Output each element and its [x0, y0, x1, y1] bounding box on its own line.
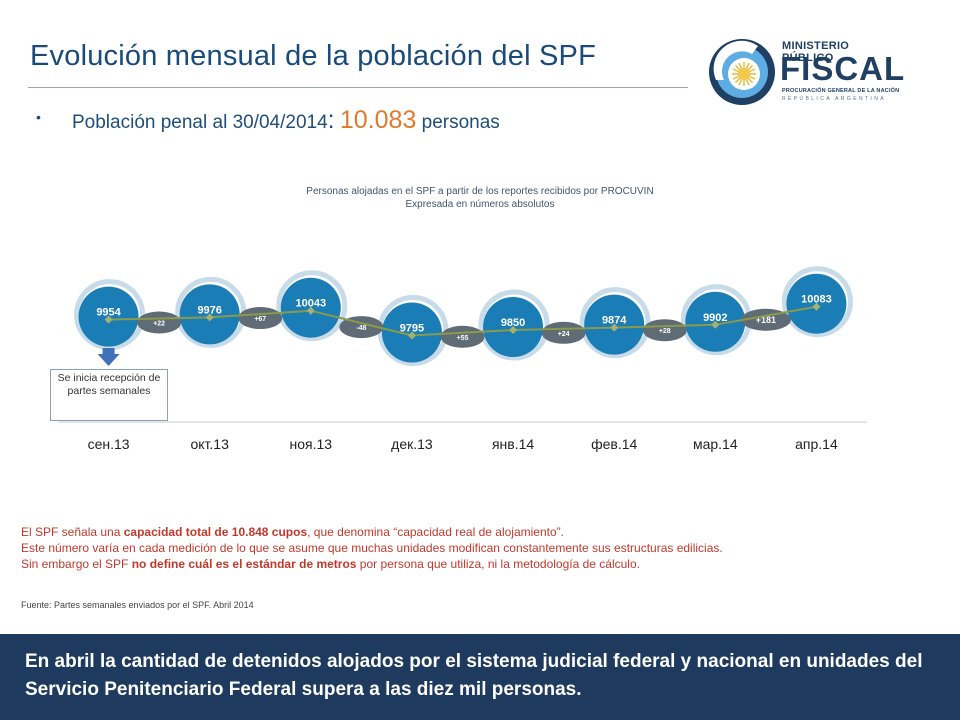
logo-ministerio: MINISTERIO PÚBLICO: [782, 40, 850, 64]
value-bubble-ring: [276, 270, 348, 342]
value-label: 10083: [801, 294, 832, 306]
change-label: +67: [254, 316, 266, 323]
value-bubble-ring: [781, 266, 853, 338]
weekly-reports-callout: Se inicia recepción de partes semanales: [50, 369, 168, 421]
x-tick-label: ноя.13: [290, 436, 333, 452]
standard-highlight: no define cuál es el estándar de metros: [131, 557, 357, 571]
series-marker: [509, 326, 518, 334]
series-marker: [306, 306, 315, 315]
bullet-colon: :: [327, 106, 335, 134]
value-label: 9976: [197, 304, 221, 316]
x-tick-label: сен.13: [88, 436, 130, 452]
change-oval: [339, 316, 384, 339]
logo-procuracion: PROCURACIÓN GENERAL DE LA NACIÓN: [782, 88, 900, 94]
x-tick-label: мар.14: [693, 436, 738, 452]
value-label: 10043: [296, 298, 327, 310]
population-chart: сен.13 окт.13 ноя.13 дек.13 янв.14 фев.14 мар.…: [58, 266, 867, 452]
bullet-prefix: Población penal al 30/04/2014: [72, 112, 328, 133]
x-tick-label: апр.14: [795, 436, 838, 452]
series-marker: [407, 331, 416, 340]
value-label: 9954: [96, 307, 121, 319]
series-line: [108, 305, 817, 337]
logo-republica: REPÚBLICA ARGENTINA: [782, 96, 886, 102]
change-oval: [642, 319, 687, 342]
x-tick-label: фев.14: [591, 436, 637, 452]
change-label: -48: [356, 325, 366, 332]
change-label: +55: [457, 335, 469, 342]
value-label: 9795: [400, 323, 424, 335]
series-marker: [610, 323, 619, 332]
conclusion-text: En abril la cantidad de detenidos alojad…: [25, 651, 923, 700]
bullet-dot: •: [36, 109, 41, 125]
x-tick-label: окт.13: [190, 436, 229, 452]
capacity-notes: El SPF señala una capacidad total de 10.…: [21, 524, 723, 572]
x-tick-label: дек.13: [391, 436, 433, 452]
callout-arrow-icon: [97, 348, 120, 366]
series-marker: [812, 302, 821, 311]
note-line-2: Este número varía en cada medición de lo…: [21, 541, 723, 555]
value-bubble-ring: [74, 279, 146, 351]
note-line-1: El SPF señala una capacidad total de 10.…: [21, 525, 564, 539]
change-label: +181: [756, 315, 776, 325]
value-label: 9850: [501, 317, 525, 329]
value-bubble-ring: [478, 289, 550, 361]
change-label: +28: [659, 328, 671, 335]
series-marker: [205, 313, 214, 322]
capacity-highlight: capacidad total de 10.848 cupos: [123, 525, 308, 539]
chart-subtitle-2: Expresada en números absolutos: [405, 199, 555, 210]
population-value: 10.083: [339, 106, 417, 134]
change-oval: [541, 321, 586, 344]
value-bubble-ring: [579, 287, 651, 359]
logo-fiscal: FISCAL: [780, 50, 906, 87]
series-marker: [104, 315, 113, 324]
value-label: 9902: [703, 312, 727, 324]
sun-emblem-icon: [709, 39, 775, 105]
ministry-logo: MINISTERIO PÚBLICO FISCAL PROCURACIÓN GE…: [706, 36, 904, 106]
chart-subtitle: Personas alojadas en el SPF a partir de …: [306, 186, 654, 197]
page-title: Evolución mensual de la población del SP…: [30, 40, 596, 72]
title-divider: [28, 87, 688, 88]
change-label: +24: [558, 331, 570, 338]
source-note: Fuente: Partes semanales enviados por el…: [21, 600, 254, 610]
x-tick-label: янв.14: [492, 436, 534, 452]
series-marker: [711, 320, 720, 329]
value-label: 9874: [602, 315, 627, 327]
change-label: +22: [153, 321, 165, 328]
note-line-3: Sin embargo el SPF no define cuál es el …: [21, 557, 640, 571]
bullet-suffix: personas: [421, 112, 500, 133]
change-oval: [137, 311, 182, 334]
conclusion-banner: En abril la cantidad de detenidos alojad…: [0, 634, 960, 720]
